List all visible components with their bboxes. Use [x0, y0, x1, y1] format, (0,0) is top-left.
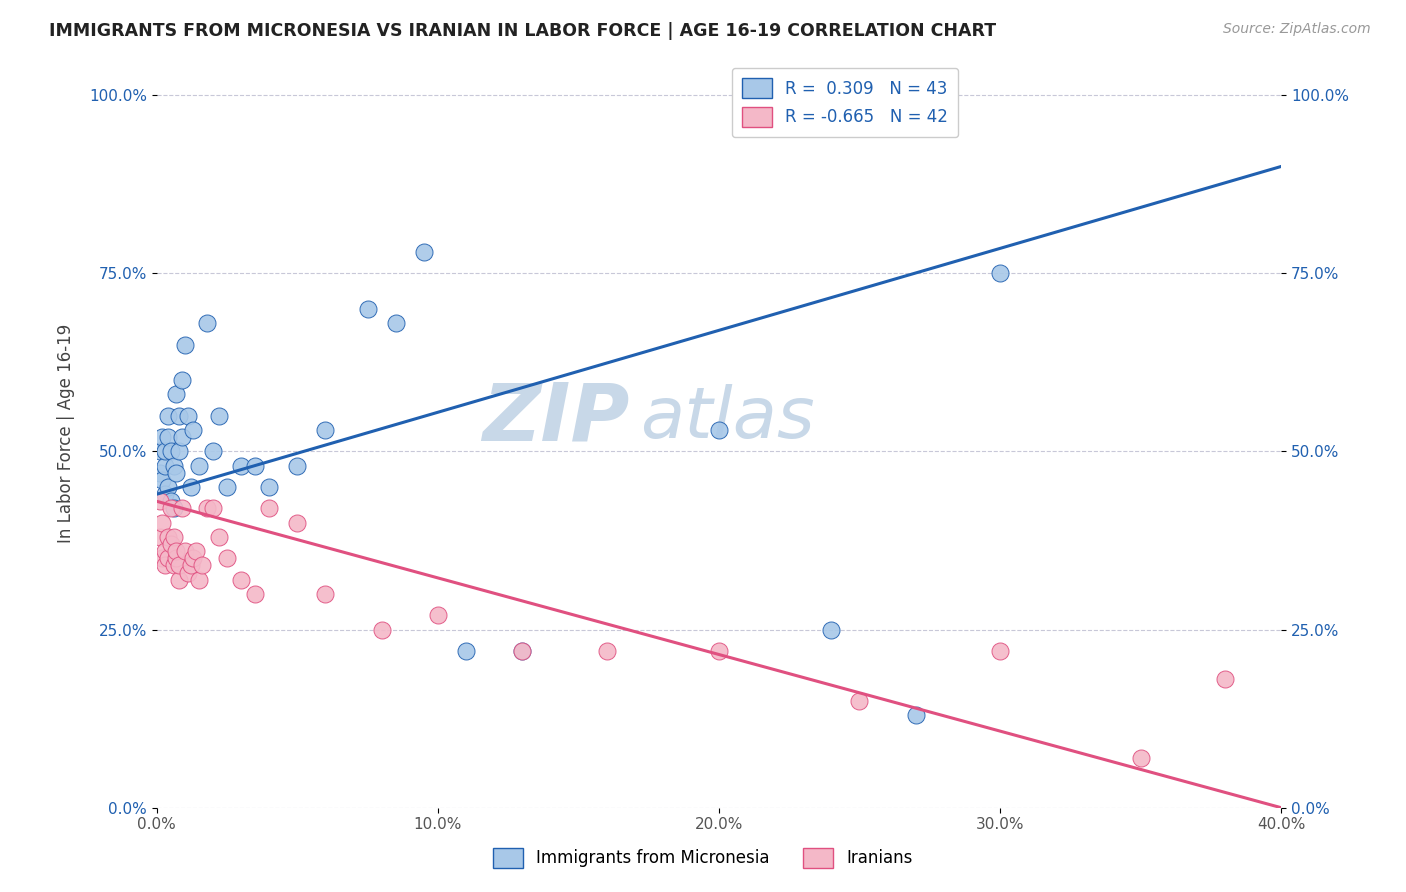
- Point: [149, 444, 172, 458]
- Point: [183, 423, 205, 437]
- Point: [163, 501, 186, 516]
- Point: [169, 558, 191, 573]
- Point: [177, 409, 200, 423]
- Point: [1129, 751, 1152, 765]
- Point: [169, 444, 191, 458]
- Point: [215, 480, 238, 494]
- Point: [149, 466, 172, 480]
- Point: [155, 444, 177, 458]
- Point: [285, 458, 308, 473]
- Point: [172, 373, 194, 387]
- Point: [160, 537, 183, 551]
- Text: IMMIGRANTS FROM MICRONESIA VS IRANIAN IN LABOR FORCE | AGE 16-19 CORRELATION CHA: IMMIGRANTS FROM MICRONESIA VS IRANIAN IN…: [49, 22, 997, 40]
- Point: [157, 530, 180, 544]
- Point: [174, 337, 197, 351]
- Point: [707, 423, 730, 437]
- Point: [356, 301, 378, 316]
- Point: [988, 644, 1011, 658]
- Point: [183, 551, 205, 566]
- Point: [177, 566, 200, 580]
- Point: [201, 501, 224, 516]
- Point: [370, 623, 392, 637]
- Point: [510, 644, 533, 658]
- Point: [195, 501, 218, 516]
- Point: [149, 494, 172, 508]
- Point: [207, 409, 229, 423]
- Point: [454, 644, 477, 658]
- Point: [172, 430, 194, 444]
- Point: [160, 494, 183, 508]
- Point: [157, 480, 180, 494]
- Point: [180, 480, 202, 494]
- Point: [166, 387, 188, 401]
- Point: [707, 644, 730, 658]
- Point: [426, 608, 449, 623]
- Point: [155, 458, 177, 473]
- Point: [191, 558, 214, 573]
- Point: [229, 458, 252, 473]
- Point: [848, 694, 870, 708]
- Point: [188, 573, 211, 587]
- Point: [229, 573, 252, 587]
- Point: [157, 551, 180, 566]
- Point: [201, 444, 224, 458]
- Point: [243, 587, 266, 601]
- Point: [152, 551, 174, 566]
- Point: [1213, 673, 1236, 687]
- Point: [904, 708, 927, 723]
- Text: ZIP: ZIP: [482, 380, 628, 458]
- Point: [285, 516, 308, 530]
- Point: [166, 466, 188, 480]
- Point: [155, 544, 177, 558]
- Point: [188, 458, 211, 473]
- Point: [174, 544, 197, 558]
- Point: [988, 266, 1011, 280]
- Point: [163, 458, 186, 473]
- Point: [243, 458, 266, 473]
- Point: [163, 558, 186, 573]
- Text: atlas: atlas: [640, 384, 815, 453]
- Point: [163, 530, 186, 544]
- Point: [160, 501, 183, 516]
- Point: [595, 644, 617, 658]
- Y-axis label: In Labor Force | Age 16-19: In Labor Force | Age 16-19: [58, 324, 75, 543]
- Point: [257, 501, 280, 516]
- Point: [157, 409, 180, 423]
- Point: [186, 544, 208, 558]
- Point: [155, 558, 177, 573]
- Legend: Immigrants from Micronesia, Iranians: Immigrants from Micronesia, Iranians: [486, 841, 920, 875]
- Point: [314, 423, 336, 437]
- Point: [820, 623, 842, 637]
- Point: [160, 444, 183, 458]
- Point: [207, 530, 229, 544]
- Point: [314, 587, 336, 601]
- Point: [257, 480, 280, 494]
- Text: Source: ZipAtlas.com: Source: ZipAtlas.com: [1223, 22, 1371, 37]
- Point: [169, 573, 191, 587]
- Point: [166, 544, 188, 558]
- Point: [152, 516, 174, 530]
- Point: [215, 551, 238, 566]
- Point: [166, 551, 188, 566]
- Point: [149, 530, 172, 544]
- Point: [384, 316, 406, 330]
- Point: [152, 473, 174, 487]
- Point: [152, 430, 174, 444]
- Point: [172, 501, 194, 516]
- Point: [195, 316, 218, 330]
- Legend: R =  0.309   N = 43, R = -0.665   N = 42: R = 0.309 N = 43, R = -0.665 N = 42: [731, 68, 957, 137]
- Point: [412, 244, 434, 259]
- Point: [180, 558, 202, 573]
- Point: [169, 409, 191, 423]
- Point: [157, 430, 180, 444]
- Point: [510, 644, 533, 658]
- Point: [155, 487, 177, 501]
